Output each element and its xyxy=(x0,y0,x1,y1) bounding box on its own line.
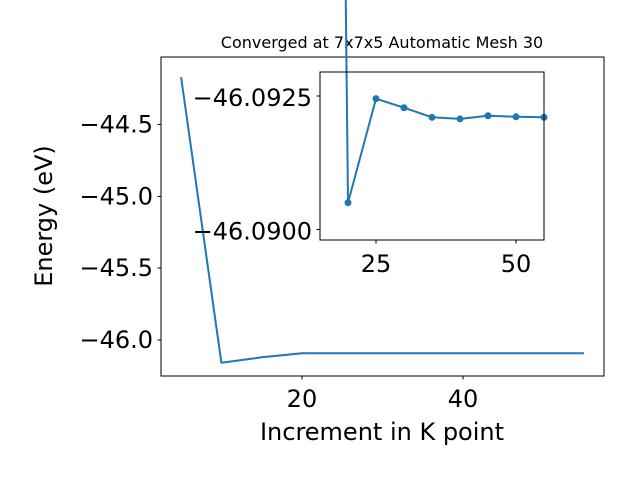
main-series-group xyxy=(180,76,584,364)
main-y-tick-label: −45.5 xyxy=(79,254,153,282)
inset-y-tick-label: −46.0900 xyxy=(193,217,312,245)
inset-data-point xyxy=(484,112,492,120)
main-y-tick-label: −44.5 xyxy=(79,111,153,139)
main-tick-group: 20 40 −44.5 −45.0 −45.5 −46.0 xyxy=(79,111,478,413)
y-axis-label: Energy (eV) xyxy=(30,145,58,287)
main-y-tick-label: −45.0 xyxy=(79,182,153,210)
main-plot-frame xyxy=(160,56,605,377)
inset-tick-group: 25 50 −46.0925 −46.0900 xyxy=(193,84,532,278)
inset-series-group xyxy=(344,0,548,207)
main-plot: 20 40 −44.5 −45.0 −45.5 −46.0 xyxy=(79,56,605,413)
inset-data-point xyxy=(372,95,380,103)
inset-data-point xyxy=(456,115,464,123)
main-series-line xyxy=(180,76,584,364)
inset-data-point xyxy=(428,113,436,121)
inset-plot-frame xyxy=(319,71,545,241)
inset-data-point xyxy=(400,104,408,112)
main-x-tick-label: 40 xyxy=(448,385,479,413)
inset-data-point xyxy=(512,113,520,121)
inset-x-tick-label: 50 xyxy=(501,250,532,278)
x-axis-label: Increment in K point xyxy=(260,418,504,446)
chart-title: Converged at 7x7x5 Automatic Mesh 30 xyxy=(221,33,543,52)
inset-x-tick-label: 25 xyxy=(361,250,392,278)
main-y-tick-label: −46.0 xyxy=(79,326,153,354)
main-x-tick-label: 20 xyxy=(287,385,318,413)
inset-data-point xyxy=(344,199,352,207)
inset-plot: 25 50 −46.0925 −46.0900 xyxy=(193,0,548,278)
inset-background xyxy=(320,72,544,240)
inset-y-tick-label: −46.0925 xyxy=(193,84,312,112)
